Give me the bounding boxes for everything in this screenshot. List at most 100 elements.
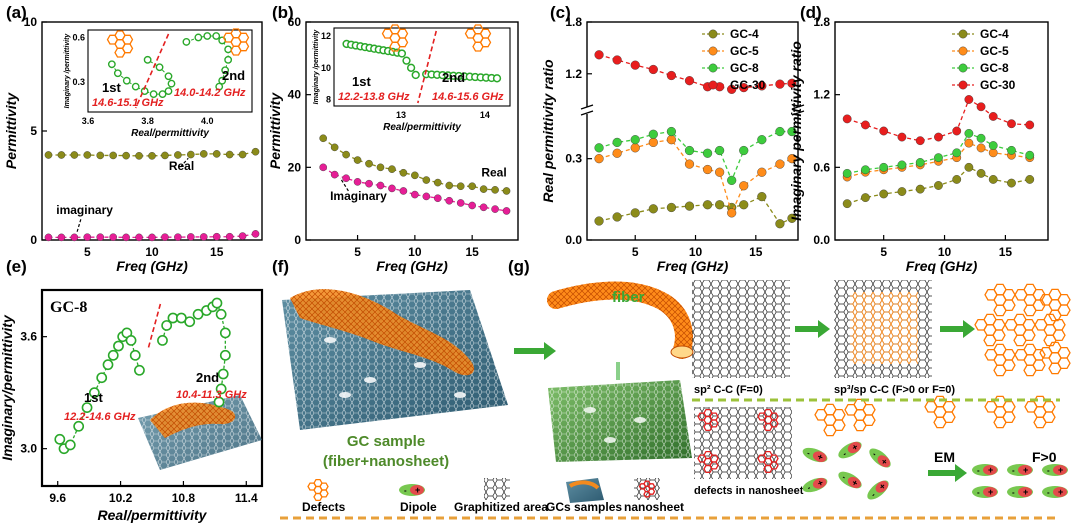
data-point xyxy=(727,175,737,185)
inset-data-point xyxy=(203,32,212,40)
divider-line xyxy=(134,33,170,109)
y-tick-label: 40 xyxy=(288,88,302,102)
data-point xyxy=(96,233,105,241)
dipole-pole xyxy=(1053,465,1067,475)
data-point xyxy=(1025,175,1035,184)
axis-break-mask xyxy=(581,107,593,114)
data-point xyxy=(161,320,173,331)
axis-break-mark xyxy=(791,104,805,110)
fiber-mesh-overlay xyxy=(150,402,236,438)
data-point xyxy=(879,162,889,172)
inset-data-point xyxy=(218,76,227,85)
data-point xyxy=(319,134,327,143)
data-point xyxy=(199,150,208,158)
dipole-minus: - xyxy=(404,486,407,495)
legend-label: GC-8 xyxy=(730,61,759,75)
axes-frame-c xyxy=(586,21,799,241)
hex-ring xyxy=(1023,364,1037,377)
data-point xyxy=(666,135,677,145)
data-point xyxy=(81,402,93,413)
legend-marker xyxy=(708,80,718,90)
legend-label: GC-8 xyxy=(980,61,1009,75)
inset-data-point xyxy=(215,82,224,91)
data-point xyxy=(879,126,889,136)
hex-ring xyxy=(814,408,828,421)
x-tick-label: 15 xyxy=(210,245,224,259)
data-point xyxy=(96,151,105,160)
hex-ring xyxy=(1013,334,1027,347)
inset-data-point xyxy=(158,90,167,99)
data-point xyxy=(715,145,725,156)
inset-data-point xyxy=(164,72,173,81)
y-tick-label: 1.8 xyxy=(813,15,830,29)
data-point xyxy=(96,372,108,384)
data-point xyxy=(842,114,852,124)
data-point xyxy=(1007,145,1016,155)
illustration-layer: GC sample (fiber+nanosheet) fiber sp² C-C (… xyxy=(280,280,1071,520)
data-point xyxy=(787,78,797,88)
hex-ring xyxy=(993,416,1007,429)
hex-ring xyxy=(853,419,867,432)
hex-ring xyxy=(1033,416,1047,429)
y-tick-label: 0 xyxy=(294,233,301,247)
inset-y-tick-label: 12 xyxy=(321,31,331,41)
divider-line xyxy=(417,30,438,104)
data-point xyxy=(976,102,986,112)
data-point xyxy=(211,297,223,309)
data-point xyxy=(238,150,247,159)
hex-ring xyxy=(1023,304,1037,317)
inset-data-point xyxy=(107,60,116,69)
fiber-tube-end xyxy=(670,345,694,359)
data-point xyxy=(365,159,373,168)
data-point xyxy=(757,81,767,91)
data-point xyxy=(1025,150,1035,160)
inset-x-tick-label: 4.0 xyxy=(201,116,214,126)
inset-data-point xyxy=(221,66,230,75)
dipole-minus: - xyxy=(871,450,879,459)
hex-ring xyxy=(106,34,119,45)
axes-frame-d xyxy=(834,21,1049,241)
data-point xyxy=(964,95,974,104)
data-point xyxy=(727,84,737,94)
data-point xyxy=(70,151,79,159)
data-point xyxy=(666,126,677,137)
inset-data-point xyxy=(149,90,158,99)
x-tick-label: 10 xyxy=(938,245,952,259)
data-point xyxy=(468,182,476,191)
data-point xyxy=(715,167,725,177)
data-point xyxy=(135,233,143,242)
y-tick-label: 1.2 xyxy=(813,88,830,102)
x-tick-label: 10 xyxy=(408,245,422,259)
order-label: 2nd xyxy=(196,370,219,385)
dipole-icon: -+ xyxy=(1007,486,1033,498)
data-point xyxy=(456,199,465,207)
dipole-icon: -+ xyxy=(1042,464,1068,476)
defect-hex-icon xyxy=(1014,343,1046,377)
panel-label: (e) xyxy=(6,257,27,276)
data-point xyxy=(148,152,156,160)
hex-ring xyxy=(222,32,235,43)
data-point xyxy=(702,164,713,175)
x-axis-label: Freq (GHz) xyxy=(116,258,188,274)
y-tick-label: 0.3 xyxy=(565,152,582,166)
hex-ring xyxy=(1014,288,1028,301)
dipole-icon: -+ xyxy=(972,486,998,498)
range-label: 14.6-15.6 GHz xyxy=(432,91,504,103)
dipole-icon: -+ xyxy=(972,464,998,476)
hex-ring xyxy=(844,403,858,416)
data-point xyxy=(225,150,234,159)
data-point xyxy=(648,129,658,139)
annotation-real: Real xyxy=(481,165,506,179)
dipole-pole xyxy=(847,441,861,454)
hex-ring xyxy=(984,288,998,301)
y-axis-label: Permittivity xyxy=(267,92,283,169)
data-point xyxy=(157,334,168,346)
dipole-plus: + xyxy=(988,487,993,497)
data-point xyxy=(964,138,974,148)
inset-data-point xyxy=(224,45,233,54)
defect-hex-icon xyxy=(757,450,779,474)
data-point xyxy=(456,182,465,191)
defect-spot xyxy=(584,407,596,413)
graphitized-area-swatch xyxy=(484,478,510,500)
